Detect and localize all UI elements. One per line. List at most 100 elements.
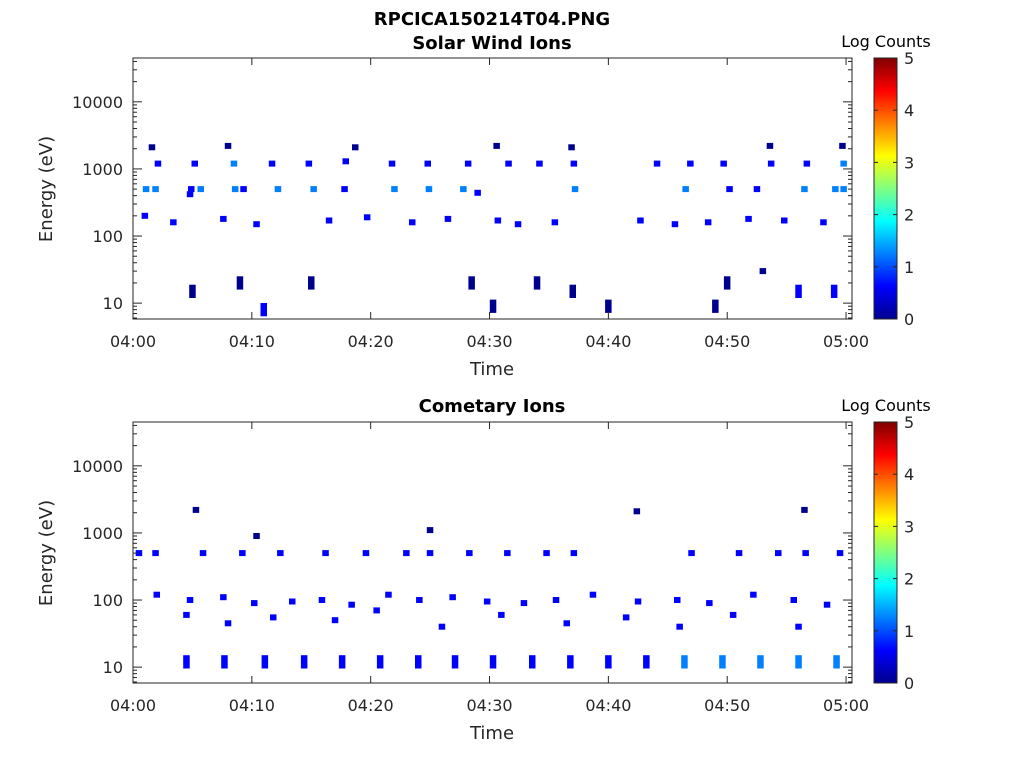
heatmap-cell (676, 623, 683, 630)
colorbar-tick-label: 2 (904, 206, 914, 225)
heatmap-cell (605, 299, 612, 313)
heatmap-cell (723, 276, 731, 290)
panel-title-cometary: Cometary Ions (419, 396, 566, 417)
heatmap-cell (498, 611, 505, 618)
colorbar-tick-label: 2 (904, 570, 914, 589)
heatmap-cell (352, 144, 359, 151)
figure-title: RPCICA150214T04.PNG (374, 9, 610, 30)
y-tick-label: 1000 (82, 160, 123, 179)
heatmap-cell (221, 655, 228, 669)
heatmap-cell (801, 506, 808, 513)
heatmap-cell (220, 215, 227, 222)
heatmap-cell (795, 655, 802, 669)
heatmap-cell (520, 600, 528, 607)
heatmap-cell (268, 160, 276, 167)
heatmap-cell (220, 594, 227, 601)
heatmap-cell (529, 655, 536, 669)
heatmap-cell (688, 550, 695, 557)
plot-frame-cometary (132, 421, 853, 684)
heatmap-cell (563, 620, 570, 627)
colorbar-label-cometary: Log Counts (841, 396, 931, 415)
heatmap-cell (270, 614, 277, 621)
heatmap-cell (135, 550, 143, 557)
y-axis-label-solar-wind: Energy (eV) (36, 136, 57, 242)
heatmap-cell (653, 160, 661, 167)
colorbar-tick-label: 0 (904, 310, 914, 329)
x-tick-label: 04:10 (229, 332, 275, 351)
y-axis-solar-wind: 10 100 1000 10000 (72, 60, 852, 319)
x-tick-label: 05:00 (823, 696, 869, 715)
panel-cometary: Cometary Ions 04:00 04:10 04:20 04:30 04:40 0… (36, 396, 931, 744)
heatmap-cell (388, 160, 396, 167)
heatmap-cell (766, 142, 774, 149)
heatmap-cell (504, 550, 511, 557)
y-tick-label: 10 (103, 294, 123, 313)
y-tick-label: 10000 (72, 93, 123, 112)
heatmap-cell (224, 142, 232, 149)
heatmap-cell (391, 186, 398, 193)
x-tick-label: 04:30 (466, 332, 512, 351)
heatmap-cell (840, 160, 847, 167)
x-tick-label: 04:00 (110, 696, 156, 715)
heatmap-cell (331, 617, 339, 624)
x-tick-label: 04:50 (704, 696, 750, 715)
heatmap-cell (781, 217, 788, 224)
colorbar-tick-label: 3 (904, 517, 914, 536)
heatmap-cell (735, 550, 743, 557)
panel-solar-wind: Solar Wind Ions 04:00 04:10 04:20 04:30 04:4… (36, 32, 931, 380)
heatmap-cell (186, 191, 194, 198)
y-tick-label: 10000 (72, 457, 123, 476)
heatmap-cell (373, 607, 380, 614)
x-axis-solar-wind: 04:00 04:10 04:20 04:30 04:40 04:50 05:00 (110, 58, 869, 351)
heatmap-cell (767, 160, 775, 167)
colorbar-tick-label: 3 (904, 153, 914, 172)
y-axis-label-cometary: Energy (eV) (36, 500, 57, 606)
heatmap-cell (489, 299, 497, 313)
heatmap-cell (186, 597, 194, 603)
heatmap-cell (840, 186, 847, 193)
heatmap-cell (712, 299, 719, 313)
heatmap-cell (191, 160, 198, 167)
heatmap-cell (489, 655, 497, 669)
heatmap-cell (745, 215, 752, 222)
heatmap-cell (687, 160, 694, 167)
heatmap-cell (152, 186, 159, 193)
heatmap-cell (494, 217, 502, 224)
heatmap-cell (170, 219, 177, 226)
y-tick-label: 1000 (82, 524, 123, 543)
heatmap-cell (483, 598, 491, 605)
heatmap-cells-solar-wind (141, 142, 847, 317)
panel-title-solar-wind: Solar Wind Ions (412, 33, 571, 54)
heatmap-cell (148, 144, 156, 151)
heatmap-cell (141, 212, 149, 219)
heatmap-cell (253, 221, 260, 228)
heatmap-cell (154, 160, 162, 167)
colorbar-tick-label: 5 (904, 413, 914, 432)
heatmap-cell (277, 550, 284, 557)
heatmap-cell (308, 276, 315, 290)
heatmap-cell (289, 598, 296, 605)
heatmap-cell (188, 186, 195, 193)
heatmap-cell (753, 186, 761, 193)
heatmap-cell (674, 597, 681, 603)
heatmap-cell (338, 655, 346, 669)
heatmap-cell (426, 550, 434, 557)
x-axis-cometary: 04:00 04:10 04:20 04:30 04:40 04:50 05:00 (110, 422, 869, 715)
colorbar-tick-label: 1 (904, 622, 914, 641)
heatmap-cell (830, 284, 838, 298)
heatmap-cell (425, 186, 433, 193)
x-tick-label: 05:00 (823, 332, 869, 351)
heatmap-cell (802, 550, 809, 557)
heatmap-cell (567, 655, 574, 669)
heatmap-cell (637, 217, 644, 224)
plot-frame-solar-wind (132, 57, 853, 320)
heatmap-cell (240, 186, 247, 193)
x-tick-label: 04:10 (229, 696, 275, 715)
heatmap-cell (438, 623, 446, 630)
heatmap-cell (682, 186, 689, 193)
heatmap-cell (152, 550, 159, 557)
colorbar-ticks-cometary: 0 1 2 3 4 5 (874, 413, 914, 693)
heatmap-cell (260, 303, 267, 317)
colorbar-cometary (873, 421, 898, 684)
